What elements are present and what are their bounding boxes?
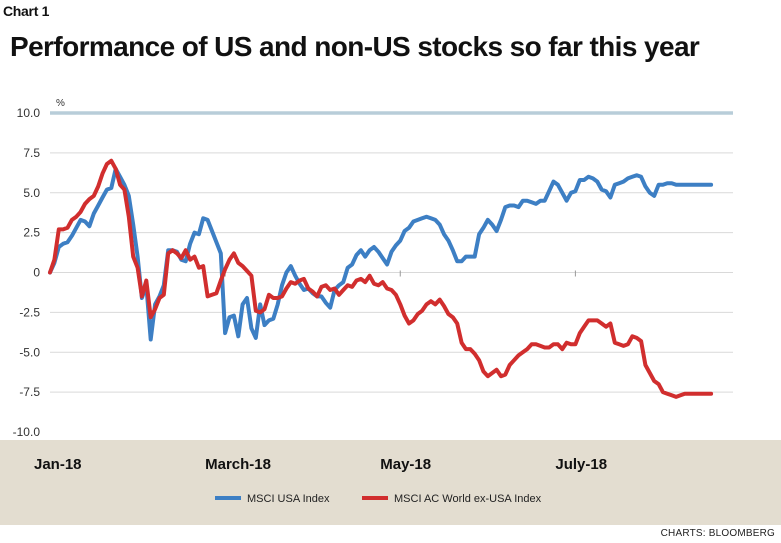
y-tick-label: 7.5 xyxy=(23,146,40,160)
y-tick-label: 2.5 xyxy=(23,226,40,240)
y-tick-label: 5.0 xyxy=(23,186,40,200)
series-line-msci-ac-world-ex-usa xyxy=(48,158,714,399)
y-tick-label: -10.0 xyxy=(13,425,41,439)
x-tick-label: July-18 xyxy=(555,456,607,473)
y-tick-label: 10.0 xyxy=(17,106,41,120)
y-tick-label: -2.5 xyxy=(19,305,40,319)
y-tick-label: 0 xyxy=(33,266,40,280)
y-tick-label: -7.5 xyxy=(19,385,40,399)
y-unit-label: % xyxy=(56,98,65,109)
chart-number-label: Chart 1 xyxy=(3,3,50,19)
x-tick-label: May-18 xyxy=(380,456,431,473)
x-tick-label: March-18 xyxy=(205,456,271,473)
source-credit: CHARTS: BLOOMBERG xyxy=(660,528,775,539)
legend-label: MSCI AC World ex-USA Index xyxy=(394,493,542,505)
series-line-msci-usa xyxy=(48,166,714,342)
x-axis-band xyxy=(0,440,781,525)
y-tick-label: -5.0 xyxy=(19,345,40,359)
x-tick-label: Jan-18 xyxy=(34,456,82,473)
legend-label: MSCI USA Index xyxy=(247,493,330,505)
chart-title: Performance of US and non-US stocks so f… xyxy=(10,31,700,62)
